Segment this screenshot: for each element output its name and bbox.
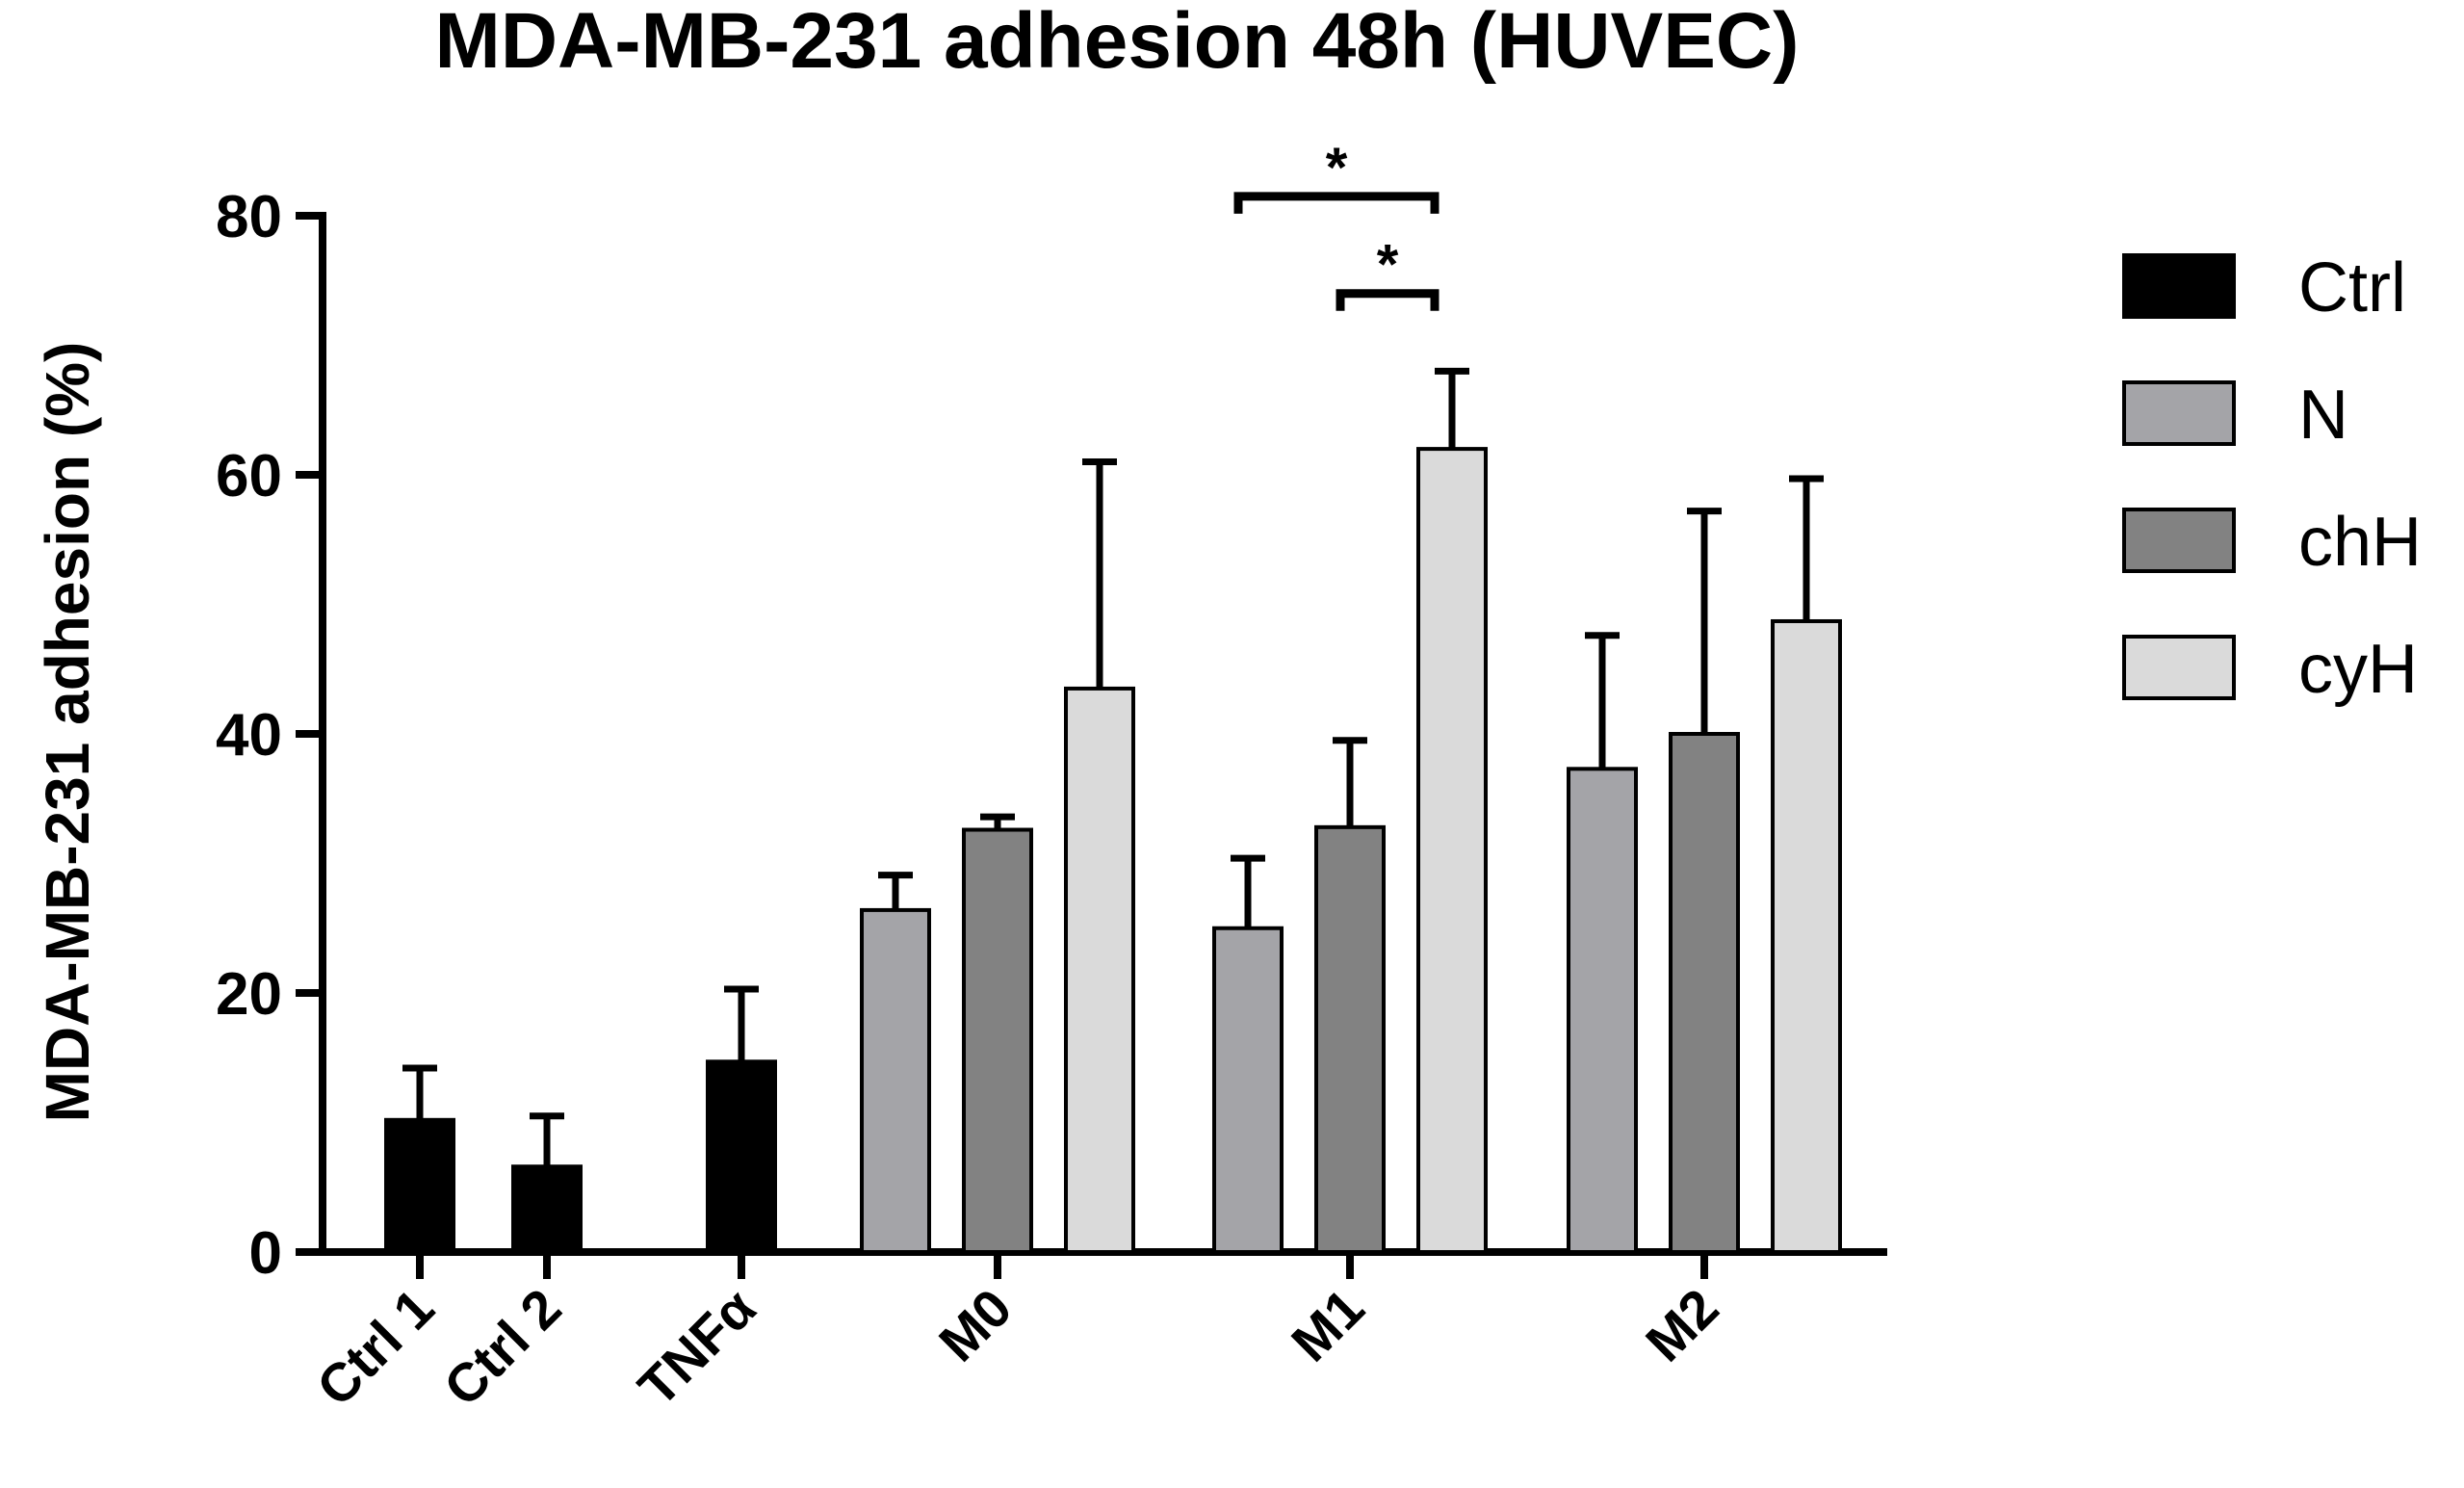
- x-tick-label: Ctrl 2: [432, 1277, 573, 1418]
- y-tick-label: 0: [249, 1220, 282, 1287]
- chart-title: MDA-MB-231 adhesion 48h (HUVEC): [435, 0, 1800, 85]
- bar-tnfα-ctrl: [706, 1059, 777, 1255]
- significance-brackets: **: [1233, 137, 1439, 311]
- significance-label: *: [1377, 234, 1399, 297]
- bars-layer: [384, 367, 1842, 1255]
- x-tick-label: M1: [1280, 1277, 1376, 1373]
- x-tick-label: M2: [1634, 1277, 1730, 1373]
- bar-m2-n: [1567, 767, 1638, 1254]
- significance-label: *: [1326, 137, 1348, 199]
- bar-m0-chh: [962, 827, 1033, 1255]
- x-tick-label: TNFα: [627, 1277, 767, 1418]
- bar-ctrl-2-ctrl: [511, 1164, 583, 1254]
- x-tick-label: M0: [927, 1277, 1024, 1373]
- significance-bracket: [1336, 289, 1439, 311]
- bar-m2-chh: [1669, 732, 1740, 1254]
- legend-label-cyh: cyH: [2298, 631, 2418, 708]
- significance-bracket: [1233, 192, 1439, 214]
- x-tick-label: Ctrl 1: [305, 1277, 446, 1418]
- legend-swatch-n: [2122, 380, 2236, 446]
- y-tick-label: 60: [216, 443, 282, 509]
- bar-m2-cyh: [1771, 618, 1842, 1254]
- bar-ctrl-1-ctrl: [384, 1117, 455, 1255]
- legend-swatch-cyh: [2122, 635, 2236, 700]
- legend-swatch-chh: [2122, 508, 2236, 573]
- legend-label-ctrl: Ctrl: [2298, 249, 2406, 326]
- y-tick-label: 80: [216, 184, 282, 250]
- bar-m0-n: [860, 907, 931, 1254]
- bar-m1-n: [1212, 926, 1284, 1254]
- y-axis-label: MDA-MB-231 adhesion (%): [33, 342, 102, 1123]
- legend-label-n: N: [2298, 377, 2348, 454]
- bar-m1-chh: [1314, 824, 1386, 1255]
- y-tick-label: 20: [216, 961, 282, 1028]
- legend-label-chh: chH: [2298, 504, 2422, 581]
- legend-swatch-ctrl: [2122, 253, 2236, 319]
- y-tick-label: 40: [216, 702, 282, 769]
- bar-m0-cyh: [1064, 686, 1135, 1254]
- bar-m1-cyh: [1416, 447, 1488, 1255]
